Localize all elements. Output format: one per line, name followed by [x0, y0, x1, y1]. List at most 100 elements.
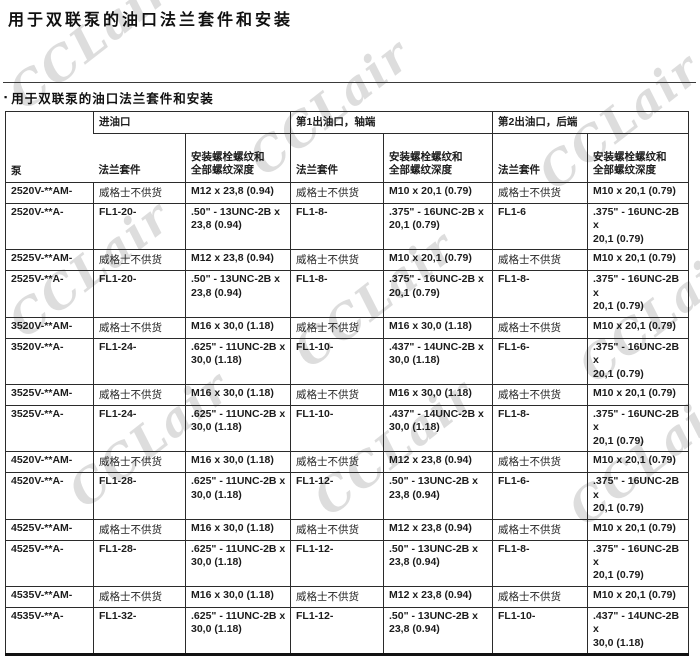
flange-kit-cell: 威格士不供货 — [290, 519, 384, 541]
flange-kit-cell: 威格士不供货 — [93, 519, 186, 541]
flange-kit-cell: 威格士不供货 — [93, 586, 186, 608]
flange-kit-cell: FL1-6 — [492, 203, 588, 251]
group-header-inlet-port: 进油口 — [93, 111, 291, 134]
bolt-thread-cell: M10 x 20,1 (0.79) — [587, 384, 689, 406]
table-row: 2525V-**AM- 威格士不供货 M12 x 23,8 (0.94) 威格士不供货… — [5, 249, 689, 272]
table-row: 3525V-**AM- 威格士不供货 M16 x 30,0 (1.18) 威格士不供货… — [5, 384, 689, 406]
bolt-thread-cell: M16 x 30,0 (1.18) — [185, 317, 291, 339]
subheader-flange-kit: 法兰套件 — [93, 133, 186, 183]
section-divider — [3, 82, 696, 83]
pump-model-cell: 2520V-**AM- — [5, 182, 94, 204]
bolt-thread-cell: .375" - 16UNC-2B x 20,1 (0.79) — [587, 405, 689, 453]
group-header-outlet2-rear-end: 第2出油口，后端 — [492, 111, 689, 134]
page-title: 用于双联泵的油口法兰套件和安装 — [8, 12, 294, 29]
flange-kit-cell: 威格士不供货 — [492, 249, 588, 272]
flange-kit-cell: FL1-6- — [492, 472, 588, 520]
flange-kit-cell: FL1-20- — [93, 203, 186, 251]
bolt-thread-cell: .375" - 16UNC-2B x 20,1 (0.79) — [587, 472, 689, 520]
pump-model-cell: 4525V-**A- — [5, 540, 94, 587]
bolt-thread-cell: M10 x 20,1 (0.79) — [587, 249, 689, 272]
flange-kit-cell: FL1-12- — [290, 607, 384, 656]
flange-kit-cell: 威格士不供货 — [290, 451, 384, 474]
flange-kit-cell: FL1-8- — [492, 270, 588, 318]
bolt-thread-cell: .625" - 11UNC-2B x 30,0 (1.18) — [185, 338, 291, 385]
subheader-flange-kit: 法兰套件 — [492, 133, 588, 183]
flange-kit-cell: 威格士不供货 — [492, 182, 588, 204]
flange-kit-cell: FL1-10- — [290, 405, 384, 453]
pump-model-cell: 4525V-**AM- — [5, 519, 94, 541]
flange-kit-cell: FL1-6- — [492, 338, 588, 385]
flange-kit-cell: 威格士不供货 — [93, 451, 186, 474]
table-row: 4535V-**A- FL1-32- .625" - 11UNC-2B x 30,0… — [5, 607, 689, 656]
sub-header-row: 法兰套件 安装螺栓螺纹和 全部螺纹深度 法兰套件 安装螺栓螺纹和 全部螺纹深度 … — [6, 133, 689, 183]
flange-kit-cell: 威格士不供货 — [492, 586, 588, 608]
flange-kit-cell: 威格士不供货 — [290, 249, 384, 272]
table-row: 4535V-**AM- 威格士不供货 M16 x 30,0 (1.18) 威格士不供货… — [5, 586, 689, 608]
pump-column-header: 泵 — [5, 111, 94, 183]
section-title: ▪ 用于双联泵的油口法兰套件和安装 — [4, 88, 214, 107]
group-header-outlet1-shaft-end: 第1出油口，轴端 — [290, 111, 493, 134]
flange-kit-cell: 威格士不供货 — [492, 519, 588, 541]
bolt-thread-cell: M12 x 23,8 (0.94) — [383, 451, 493, 474]
flange-kit-cell: FL1-8- — [492, 540, 588, 587]
flange-kit-cell: FL1-8- — [290, 270, 384, 318]
flange-kit-cell: FL1-12- — [290, 472, 384, 520]
table-row: 4525V-**AM- 威格士不供货 M16 x 30,0 (1.18) 威格士不供货… — [5, 519, 689, 541]
bullet-icon: ▪ — [4, 92, 9, 102]
bolt-thread-cell: M16 x 30,0 (1.18) — [185, 384, 291, 406]
bolt-thread-cell: M12 x 23,8 (0.94) — [185, 182, 291, 204]
bolt-thread-cell: .437" - 14UNC-2B x 30,0 (1.18) — [383, 405, 493, 453]
pump-model-cell: 3525V-**AM- — [5, 384, 94, 406]
bolt-thread-cell: M10 x 20,1 (0.79) — [587, 519, 689, 541]
flange-kit-cell: 威格士不供货 — [93, 317, 186, 339]
bolt-thread-cell: M12 x 23,8 (0.94) — [383, 586, 493, 608]
pump-model-cell: 2525V-**AM- — [5, 249, 94, 272]
bolt-thread-cell: .375" - 16UNC-2B x 20,1 (0.79) — [587, 203, 689, 251]
bolt-thread-cell: .625" - 11UNC-2B x 30,0 (1.18) — [185, 472, 291, 520]
flange-kit-cell: 威格士不供货 — [290, 586, 384, 608]
flange-kit-cell: FL1-10- — [492, 607, 588, 656]
flange-kit-cell: 威格士不供货 — [290, 384, 384, 406]
bolt-thread-cell: M12 x 23,8 (0.94) — [383, 519, 493, 541]
subheader-bolt-thread: 安装螺栓螺纹和 全部螺纹深度 — [185, 133, 291, 183]
bolt-thread-cell: .437" - 14UNC-2B x 30,0 (1.18) — [383, 338, 493, 385]
table-row: 2520V-**AM- 威格士不供货 M12 x 23,8 (0.94) 威格士不供货… — [5, 182, 689, 204]
bolt-thread-cell: M16 x 30,0 (1.18) — [185, 586, 291, 608]
bolt-thread-cell: M10 x 20,1 (0.79) — [383, 182, 493, 204]
pump-model-cell: 4535V-**AM- — [5, 586, 94, 608]
subheader-bolt-thread: 安装螺栓螺纹和 全部螺纹深度 — [383, 133, 493, 183]
pump-model-cell: 2520V-**A- — [5, 203, 94, 251]
flange-kit-cell: FL1-24- — [93, 338, 186, 385]
bolt-thread-cell: M12 x 23,8 (0.94) — [185, 249, 291, 272]
bolt-thread-cell: .375" - 16UNC-2B x 20,1 (0.79) — [383, 203, 493, 251]
table-row: 4525V-**A- FL1-28- .625" - 11UNC-2B x 30,0… — [5, 540, 689, 587]
flange-kit-cell: 威格士不供货 — [290, 182, 384, 204]
pump-model-cell: 3520V-**A- — [5, 338, 94, 385]
pump-flange-table: 泵 进油口 第1出油口，轴端 第2出油口，后端 法兰套件 安装螺栓螺纹和 全部螺… — [5, 111, 689, 656]
section-title-text: 用于双联泵的油口法兰套件和安装 — [11, 92, 214, 106]
bolt-thread-cell: M10 x 20,1 (0.79) — [587, 317, 689, 339]
flange-kit-cell: FL1-8- — [290, 203, 384, 251]
flange-kit-cell: FL1-10- — [290, 338, 384, 385]
bolt-thread-cell: .50" - 13UNC-2B x 23,8 (0.94) — [383, 472, 493, 520]
bolt-thread-cell: .375" - 16UNC-2B x 20,1 (0.79) — [587, 540, 689, 587]
bolt-thread-cell: M10 x 20,1 (0.79) — [587, 451, 689, 474]
bolt-thread-cell: M16 x 30,0 (1.18) — [185, 451, 291, 474]
table-row: 2520V-**A- FL1-20- .50" - 13UNC-2B x 23,8 … — [5, 203, 689, 251]
bolt-thread-cell: .625" - 11UNC-2B x 30,0 (1.18) — [185, 607, 291, 656]
flange-kit-cell: FL1-8- — [492, 405, 588, 453]
flange-kit-cell: 威格士不供货 — [290, 317, 384, 339]
bolt-thread-cell: M10 x 20,1 (0.79) — [587, 586, 689, 608]
bolt-thread-cell: M16 x 30,0 (1.18) — [383, 317, 493, 339]
flange-kit-cell: FL1-28- — [93, 472, 186, 520]
flange-kit-cell: FL1-24- — [93, 405, 186, 453]
bolt-thread-cell: .50" - 13UNC-2B x 23,8 (0.94) — [383, 540, 493, 587]
bolt-thread-cell: M10 x 20,1 (0.79) — [383, 249, 493, 272]
subheader-bolt-thread: 安装螺栓螺纹和 全部螺纹深度 — [587, 133, 689, 183]
table-row: 3520V-**AM- 威格士不供货 M16 x 30,0 (1.18) 威格士不供货… — [5, 317, 689, 339]
flange-kit-cell: 威格士不供货 — [93, 249, 186, 272]
bolt-thread-cell: .50" - 13UNC-2B x 23,8 (0.94) — [185, 203, 291, 251]
flange-kit-cell: FL1-32- — [93, 607, 186, 656]
pump-model-cell: 4520V-**AM- — [5, 451, 94, 474]
pump-model-cell: 4520V-**A- — [5, 472, 94, 520]
